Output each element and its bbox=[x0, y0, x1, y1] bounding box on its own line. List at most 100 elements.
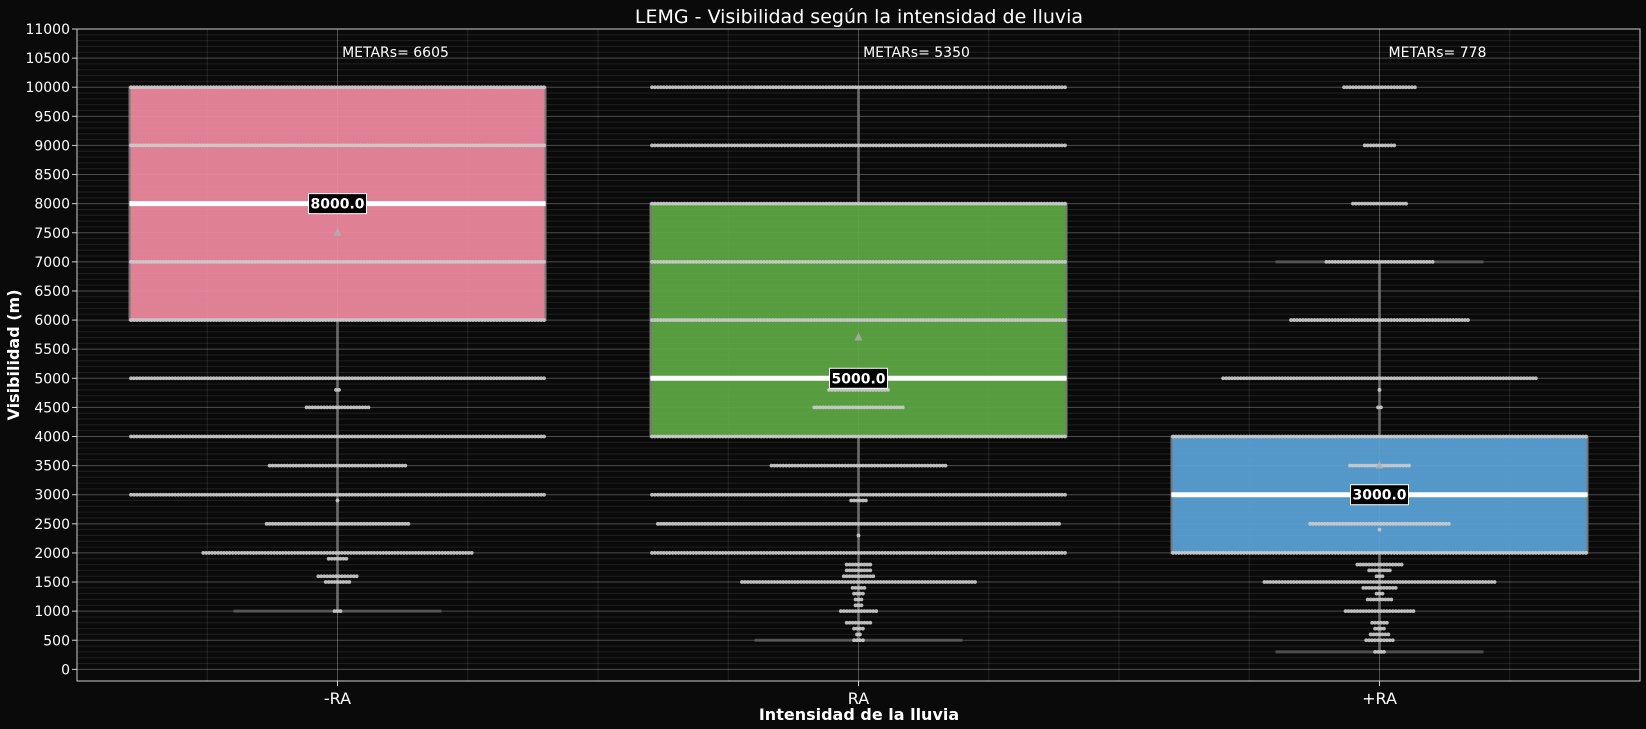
swarm-point bbox=[430, 85, 434, 90]
swarm-point bbox=[983, 143, 988, 148]
swarm-point bbox=[915, 85, 920, 90]
swarm-point bbox=[709, 434, 713, 439]
swarm-point bbox=[843, 580, 848, 584]
swarm-point bbox=[751, 580, 756, 584]
swarm-point bbox=[1405, 521, 1410, 526]
swarm-point bbox=[179, 434, 184, 439]
swarm-point bbox=[132, 434, 136, 439]
swarm-point bbox=[1312, 318, 1317, 322]
swarm-point bbox=[412, 143, 417, 148]
swarm-point bbox=[304, 551, 309, 555]
swarm-point bbox=[899, 580, 904, 584]
swarm-point bbox=[697, 201, 702, 206]
swarm-point bbox=[205, 492, 210, 497]
swarm-point bbox=[480, 434, 484, 439]
swarm-point bbox=[920, 580, 924, 584]
swarm-point bbox=[211, 434, 216, 439]
swarm-point bbox=[785, 434, 790, 439]
swarm-point bbox=[859, 388, 864, 392]
swarm-point bbox=[1413, 376, 1417, 381]
swarm-point bbox=[983, 201, 988, 206]
swarm-point bbox=[356, 376, 361, 381]
swarm-point bbox=[314, 376, 319, 381]
swarm-point bbox=[833, 521, 837, 526]
swarm-point bbox=[341, 521, 346, 526]
swarm-point bbox=[412, 492, 417, 497]
swarm-point bbox=[732, 143, 737, 148]
swarm-point bbox=[244, 85, 248, 90]
swarm-point bbox=[350, 492, 355, 497]
swarm-point bbox=[491, 376, 496, 381]
swarm-point bbox=[132, 85, 136, 90]
swarm-point bbox=[272, 551, 276, 555]
swarm-point bbox=[394, 85, 399, 90]
swarm-point bbox=[533, 318, 538, 322]
swarm-point bbox=[980, 551, 985, 555]
swarm-point bbox=[756, 259, 761, 264]
swarm-point bbox=[1480, 551, 1485, 555]
swarm-point bbox=[800, 434, 805, 439]
swarm-point bbox=[167, 85, 172, 90]
swarm-point bbox=[1554, 551, 1559, 555]
swarm-point bbox=[741, 551, 746, 555]
swarm-point bbox=[279, 492, 284, 497]
swarm-point bbox=[812, 405, 817, 410]
swarm-point bbox=[930, 201, 935, 206]
swarm-point bbox=[1395, 580, 1400, 584]
swarm-point bbox=[185, 318, 189, 322]
swarm-point bbox=[1057, 85, 1061, 90]
swarm-point bbox=[152, 434, 157, 439]
swarm-point bbox=[285, 434, 290, 439]
swarm-point bbox=[744, 201, 749, 206]
swarm-point bbox=[956, 201, 961, 206]
swarm-point bbox=[1383, 318, 1388, 322]
swarm-point bbox=[918, 434, 923, 439]
swarm-point bbox=[1365, 580, 1370, 584]
swarm-point bbox=[300, 143, 304, 148]
swarm-point bbox=[474, 434, 479, 439]
swarm-point bbox=[868, 609, 873, 614]
swarm-point bbox=[1007, 318, 1011, 322]
swarm-point bbox=[1382, 649, 1386, 654]
swarm-point bbox=[850, 521, 855, 526]
swarm-point bbox=[844, 562, 849, 567]
swarm-point bbox=[688, 492, 693, 497]
swarm-point bbox=[332, 85, 337, 90]
swarm-point bbox=[1292, 434, 1296, 439]
swarm-point bbox=[859, 585, 864, 590]
swarm-point bbox=[328, 551, 333, 555]
swarm-point bbox=[388, 376, 393, 381]
swarm-point bbox=[1380, 574, 1385, 579]
swarm-point bbox=[1413, 259, 1417, 264]
swarm-point bbox=[765, 521, 769, 526]
swarm-point bbox=[918, 551, 923, 555]
swarm-point bbox=[809, 259, 814, 264]
swarm-point bbox=[838, 492, 843, 497]
swarm-point bbox=[247, 492, 251, 497]
swarm-point bbox=[264, 521, 269, 526]
swarm-point bbox=[862, 574, 867, 579]
swarm-point bbox=[137, 492, 142, 497]
swarm-point bbox=[170, 492, 175, 497]
swarm-point bbox=[474, 376, 479, 381]
swarm-point bbox=[865, 405, 870, 410]
swarm-point bbox=[430, 376, 434, 381]
swarm-point bbox=[255, 492, 260, 497]
swarm-point bbox=[366, 405, 371, 410]
swarm-point bbox=[1407, 318, 1411, 322]
swarm-point bbox=[524, 259, 529, 264]
swarm-point bbox=[376, 259, 381, 264]
swarm-point bbox=[1376, 626, 1380, 631]
swarm-point bbox=[388, 492, 393, 497]
swarm-point bbox=[900, 85, 905, 90]
swarm-point bbox=[818, 318, 823, 322]
swarm-point bbox=[453, 434, 458, 439]
swarm-point bbox=[874, 318, 879, 322]
swarm-point bbox=[918, 318, 923, 322]
swarm-point bbox=[894, 143, 899, 148]
swarm-point bbox=[533, 143, 538, 148]
swarm-point bbox=[1336, 434, 1341, 439]
swarm-point bbox=[1374, 201, 1379, 206]
swarm-point bbox=[220, 143, 225, 148]
swarm-point bbox=[900, 492, 905, 497]
